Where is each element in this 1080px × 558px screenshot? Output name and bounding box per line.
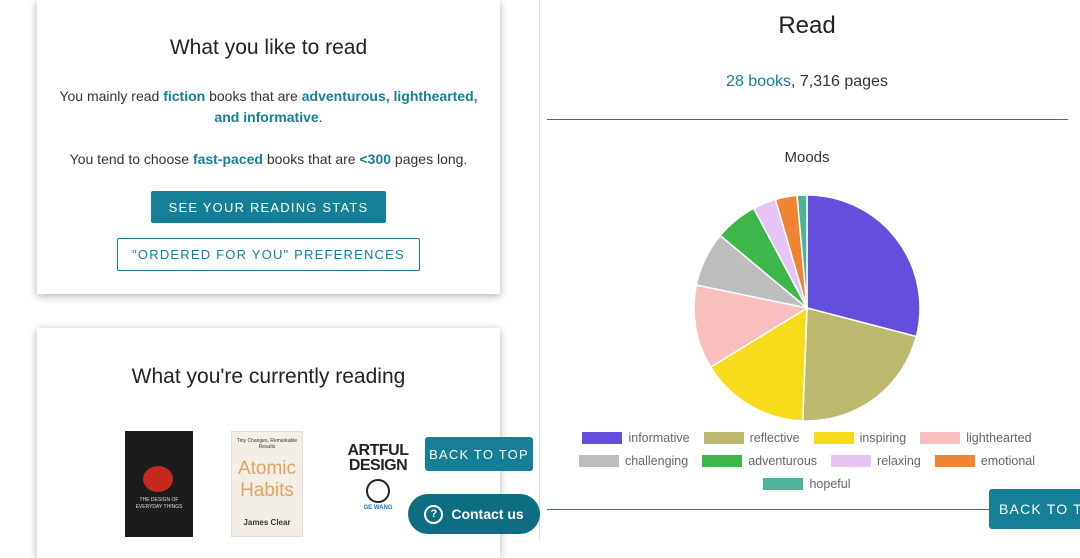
summary: You mainly read fiction books that are a… bbox=[52, 86, 485, 128]
legend-item[interactable]: relaxing bbox=[831, 454, 921, 468]
book-cover[interactable]: ARTFUL DESIGN GE WANG bbox=[340, 442, 416, 512]
back-to-top[interactable]: BACK TO TOP bbox=[425, 437, 533, 471]
legend-label: adventurous bbox=[748, 454, 818, 468]
legend-label: challenging bbox=[624, 454, 689, 468]
divider bbox=[539, 0, 540, 540]
book-title: ARTFUL bbox=[347, 442, 409, 459]
text: You tend to choose bbox=[69, 151, 193, 167]
contact-label: Contact us bbox=[451, 506, 524, 522]
link[interactable]: 28 books bbox=[726, 73, 791, 90]
card-title: What you like to read bbox=[169, 36, 368, 59]
link[interactable]: fast-paced bbox=[192, 151, 263, 167]
book-cover[interactable]: THE DESIGN OF EVERYDAY THINGS bbox=[125, 431, 193, 537]
pie-slice bbox=[801, 307, 918, 422]
prefs-button[interactable]: "ORDERED FOR YOU" PREFERENCES bbox=[117, 238, 420, 271]
help-icon: ? bbox=[424, 504, 444, 524]
rule bbox=[547, 509, 1068, 510]
legend-label: informative bbox=[628, 431, 690, 445]
book-title: Habits bbox=[240, 480, 294, 501]
card-title: What you're currently reading bbox=[131, 365, 406, 388]
read-title: Read bbox=[778, 12, 836, 39]
legend-item[interactable]: lighthearted bbox=[920, 431, 1032, 445]
text: , bbox=[790, 73, 800, 90]
legend-item[interactable]: reflective bbox=[703, 431, 800, 445]
preferences-card: What you like to read You mainly read fi… bbox=[37, 0, 500, 294]
legend: informative reflective inspiring lightheart… bbox=[572, 431, 1042, 491]
legend-label: inspiring bbox=[859, 431, 907, 445]
legend-swatch bbox=[703, 432, 744, 444]
book-title: Atomic bbox=[237, 458, 297, 479]
back-to-top[interactable]: BACK TO T bbox=[989, 489, 1080, 529]
stats-button[interactable]: SEE YOUR READING STATS bbox=[151, 191, 386, 223]
pie-slice bbox=[806, 194, 921, 338]
pie-slice bbox=[693, 284, 810, 369]
text: 7,316 pages bbox=[799, 73, 888, 90]
link[interactable]: fiction bbox=[163, 88, 206, 104]
text: . bbox=[318, 109, 323, 125]
legend-item[interactable]: emotional bbox=[934, 454, 1036, 468]
chart-title: Moods bbox=[784, 149, 829, 166]
legend-item[interactable]: informative bbox=[582, 431, 690, 445]
legend-swatch bbox=[934, 455, 975, 467]
link[interactable]: adventurous, lighthearted, and informati… bbox=[214, 88, 478, 125]
legend-label: relaxing bbox=[877, 454, 921, 468]
summary: You tend to choose fast-paced books that… bbox=[52, 149, 485, 170]
legend-item[interactable]: hopeful bbox=[763, 477, 851, 491]
book-tagline: Tiny Changes, Remarkable Results bbox=[236, 438, 298, 450]
read-summary: 28 books, 7,316 pages bbox=[560, 73, 1054, 91]
book-cover[interactable]: Tiny Changes, Remarkable Results Atomic … bbox=[231, 431, 303, 537]
legend-swatch bbox=[831, 455, 872, 467]
book-logo bbox=[366, 479, 390, 503]
page: What you like to read You mainly read fi… bbox=[37, 0, 1080, 540]
teapot bbox=[143, 466, 173, 492]
text: books that are bbox=[262, 151, 360, 167]
legend-label: reflective bbox=[749, 431, 800, 445]
legend-swatch bbox=[578, 455, 619, 467]
chart: Moods bbox=[693, 149, 921, 422]
legend-item[interactable]: inspiring bbox=[813, 431, 907, 445]
link[interactable]: <300 bbox=[359, 151, 392, 167]
legend-swatch bbox=[813, 432, 854, 444]
text: You mainly read bbox=[59, 88, 164, 104]
book-author: James Clear bbox=[243, 518, 291, 527]
legend-swatch bbox=[763, 478, 804, 490]
rule bbox=[547, 119, 1068, 120]
book-title: THE DESIGN OF EVERYDAY THINGS bbox=[135, 497, 183, 510]
text: books that are bbox=[205, 88, 302, 104]
book-title: DESIGN bbox=[348, 457, 408, 474]
legend-swatch bbox=[582, 432, 623, 444]
book-author: GE WANG bbox=[363, 505, 393, 511]
contact-button[interactable]: ? Contact us bbox=[408, 494, 540, 534]
legend-swatch bbox=[702, 455, 743, 467]
legend-swatch bbox=[920, 432, 961, 444]
pie-slice bbox=[796, 194, 808, 309]
legend-label: hopeful bbox=[809, 477, 851, 491]
pie-slice bbox=[709, 306, 808, 422]
text: pages long. bbox=[391, 151, 468, 167]
legend-label: lighthearted bbox=[966, 431, 1032, 445]
legend-item[interactable]: adventurous bbox=[702, 454, 817, 468]
legend-item[interactable]: challenging bbox=[578, 454, 689, 468]
legend-label: emotional bbox=[980, 454, 1036, 468]
